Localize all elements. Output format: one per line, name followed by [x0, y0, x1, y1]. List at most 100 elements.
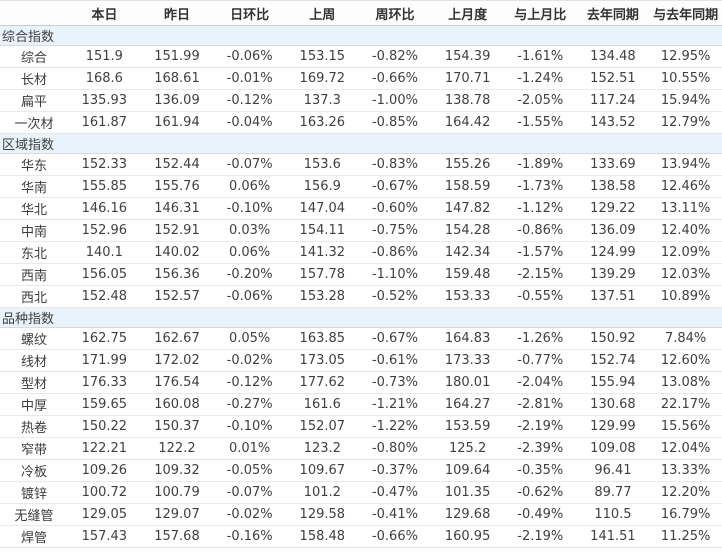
value-cell: 147.04 — [285, 197, 359, 220]
value-cell: 176.54 — [140, 371, 214, 394]
value-cell: -1.26% — [503, 327, 577, 350]
value-cell: 162.67 — [140, 327, 214, 350]
value-cell: 129.05 — [68, 503, 141, 526]
row-label: 窄带 — [0, 437, 68, 460]
value-cell: 152.74 — [576, 349, 650, 372]
value-cell: 12.60% — [649, 349, 722, 372]
value-cell: 143.52 — [576, 111, 650, 134]
row-label: 线材 — [0, 349, 68, 372]
value-cell: 89.77 — [576, 481, 650, 504]
column-header: 周环比 — [358, 0, 432, 26]
value-cell: 129.07 — [140, 503, 214, 526]
value-cell: -0.47% — [358, 481, 432, 504]
value-cell: -1.55% — [503, 111, 577, 134]
row-label: 西南 — [0, 263, 68, 286]
value-cell: 146.16 — [68, 197, 141, 220]
value-cell: 152.44 — [140, 153, 214, 176]
table-row: 型材 176.33 176.54 -0.12% 177.62 -0.73% 180.01 -2… — [0, 371, 722, 394]
section-title: 区域指数 — [0, 133, 722, 154]
value-cell: -0.86% — [503, 219, 577, 242]
value-cell: -0.07% — [213, 481, 286, 504]
value-cell: 156.36 — [140, 263, 214, 286]
value-cell: 22.17% — [649, 393, 722, 416]
value-cell: 12.40% — [649, 219, 722, 242]
value-cell: -1.00% — [358, 89, 432, 112]
value-cell: 134.48 — [576, 45, 650, 68]
value-cell: 168.61 — [140, 67, 214, 90]
row-label: 综合 — [0, 45, 68, 68]
value-cell: 10.89% — [649, 285, 722, 308]
value-cell: 164.83 — [431, 327, 504, 350]
value-cell: 159.48 — [431, 263, 504, 286]
value-cell: 156.05 — [68, 263, 141, 286]
value-cell: 136.09 — [140, 89, 214, 112]
value-cell: -2.19% — [503, 415, 577, 438]
value-cell: 101.35 — [431, 481, 504, 504]
row-label: 无缝管 — [0, 503, 68, 526]
value-cell: 168.6 — [68, 67, 141, 90]
value-cell: -1.57% — [503, 241, 577, 264]
value-cell: -0.61% — [358, 349, 432, 372]
value-cell: 163.26 — [285, 111, 359, 134]
value-cell: 138.78 — [431, 89, 504, 112]
table-row: 无缝管 129.05 129.07 -0.02% 129.58 -0.41% 129.68-… — [0, 503, 722, 526]
value-cell: -0.10% — [213, 197, 286, 220]
value-cell: 101.2 — [285, 481, 359, 504]
value-cell: 150.22 — [68, 415, 141, 438]
table-row: 中南 152.96 152.91 0.03% 154.11 -0.75% 154.28 -0.… — [0, 219, 722, 242]
table-header: 本日 昨日 日环比 上周 周环比 上月度 与上月比 去年同期 与去年同期 — [0, 0, 722, 26]
value-cell: 140.02 — [140, 241, 214, 264]
value-cell: 10.55% — [649, 67, 722, 90]
value-cell: -0.60% — [358, 197, 432, 220]
value-cell: -0.41% — [358, 503, 432, 526]
value-cell: 0.06% — [213, 175, 286, 198]
value-cell: 153.33 — [431, 285, 504, 308]
value-cell: 137.3 — [285, 89, 359, 112]
value-cell: 150.92 — [576, 327, 650, 350]
value-cell: 0.05% — [213, 327, 286, 350]
value-cell: 153.59 — [431, 415, 504, 438]
value-cell: 13.94% — [649, 153, 722, 176]
value-cell: 141.32 — [285, 241, 359, 264]
column-header: 昨日 — [140, 0, 214, 26]
value-cell: 137.51 — [576, 285, 650, 308]
column-header: 去年同期 — [576, 0, 650, 26]
value-cell: 151.9 — [68, 45, 141, 68]
value-cell: 142.34 — [431, 241, 504, 264]
value-cell: -0.52% — [358, 285, 432, 308]
column-header: 上周 — [285, 0, 359, 26]
value-cell: -0.06% — [213, 45, 286, 68]
value-cell: -1.73% — [503, 175, 577, 198]
value-cell: -1.61% — [503, 45, 577, 68]
column-header: 本日 — [68, 0, 141, 26]
table-row: 窄带 122.21 122.2 0.01% 123.2 -0.80% 125.2 -2.39%… — [0, 437, 722, 460]
value-cell: 140.1 — [68, 241, 141, 264]
value-cell: 135.93 — [68, 89, 141, 112]
value-cell: 15.56% — [649, 415, 722, 438]
row-label: 螺纹 — [0, 327, 68, 350]
table-body: 综合指数 综合 151.9 151.99 -0.06% 153.15 -0.82% 154.3… — [0, 25, 722, 548]
value-cell: 154.11 — [285, 219, 359, 242]
value-cell: 12.79% — [649, 111, 722, 134]
value-cell: 160.95 — [431, 525, 504, 548]
column-header: 与去年同期 — [649, 0, 722, 26]
row-label: 型材 — [0, 371, 68, 394]
value-cell: 155.94 — [576, 371, 650, 394]
section-title: 综合指数 — [0, 25, 722, 46]
value-cell: 176.33 — [68, 371, 141, 394]
value-cell: 155.26 — [431, 153, 504, 176]
row-label: 冷板 — [0, 459, 68, 482]
value-cell: 123.2 — [285, 437, 359, 460]
value-cell: 159.65 — [68, 393, 141, 416]
value-cell: -0.49% — [503, 503, 577, 526]
column-header: 与上月比 — [503, 0, 577, 26]
value-cell: 162.75 — [68, 327, 141, 350]
value-cell: 12.03% — [649, 263, 722, 286]
value-cell: 170.71 — [431, 67, 504, 90]
value-cell: -2.15% — [503, 263, 577, 286]
table-row: 西北 152.48 152.57 -0.06% 153.28 -0.52% 153.33 -0… — [0, 285, 722, 308]
value-cell: -1.21% — [358, 393, 432, 416]
value-cell: 173.33 — [431, 349, 504, 372]
table-row: 华东 152.33 152.44 -0.07% 153.6 -0.83% 155.26 -1.… — [0, 153, 722, 176]
row-label: 焊管 — [0, 525, 68, 548]
